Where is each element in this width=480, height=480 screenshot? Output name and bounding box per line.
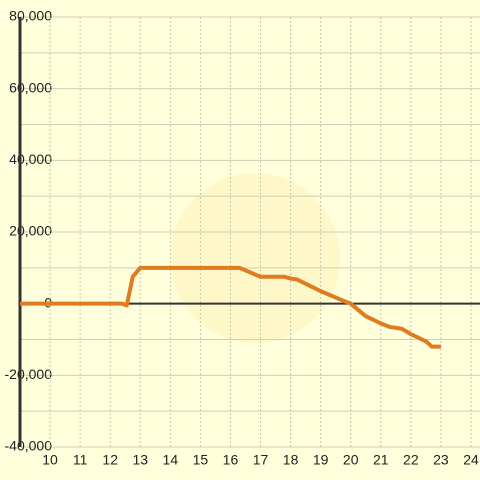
y-tick-label: 80,000 xyxy=(9,8,52,24)
y-tick-label: 40,000 xyxy=(9,151,52,167)
x-tick-label: 20 xyxy=(343,452,359,468)
y-tick-label: -40,000 xyxy=(5,438,53,454)
x-tick-label: 14 xyxy=(163,452,179,468)
y-tick-label: 60,000 xyxy=(9,79,52,95)
y-tick-label: -20,000 xyxy=(5,366,53,382)
y-tick-label: 20,000 xyxy=(9,223,52,239)
x-tick-label: 10 xyxy=(42,452,58,468)
line-series xyxy=(20,265,441,349)
watermark xyxy=(170,173,340,343)
x-tick-label: 12 xyxy=(102,452,118,468)
x-tick-label: 18 xyxy=(283,452,299,468)
x-tick-label: 24 xyxy=(463,452,479,468)
x-tick-label: 13 xyxy=(132,452,148,468)
x-tick-label: 21 xyxy=(373,452,389,468)
x-tick-label: 15 xyxy=(193,452,209,468)
x-tick-label: 11 xyxy=(73,452,88,468)
watermark-circle xyxy=(170,173,340,343)
x-tick-label: 23 xyxy=(433,452,449,468)
x-tick-label: 16 xyxy=(223,452,239,468)
x-tick-label: 19 xyxy=(313,452,329,468)
x-tick-label: 17 xyxy=(253,452,269,468)
x-tick-label: 22 xyxy=(403,452,419,468)
